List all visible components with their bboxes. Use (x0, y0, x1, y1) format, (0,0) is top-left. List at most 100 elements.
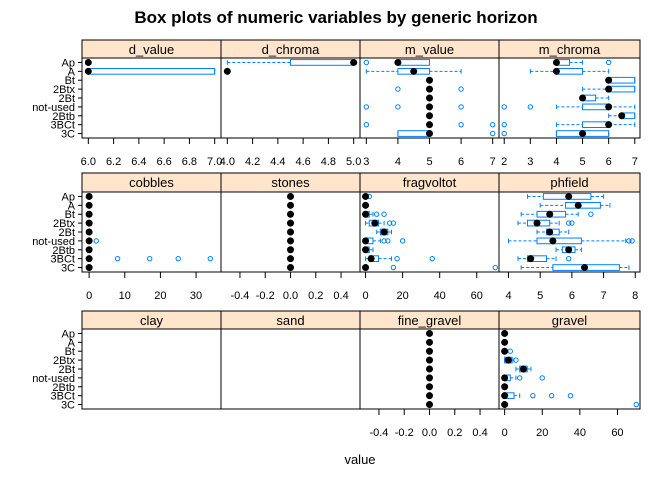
box-fragvoltot-2Bt (376, 228, 393, 236)
median-dot (605, 103, 613, 111)
y-label-A: A (68, 337, 76, 349)
tick-label: 40 (574, 427, 586, 439)
strip-label-sand: sand (276, 313, 304, 328)
y-label-A: A (68, 66, 76, 78)
y-label-3BCt: 3BCt (51, 391, 75, 403)
box-gravel-3BCt (501, 392, 574, 400)
box-gravel-3C (501, 401, 639, 409)
median-dot (501, 401, 509, 409)
outlier-point (530, 392, 536, 399)
panel-stones: stones -0.4 -0.2 0.0 0.2 0.4 (220, 172, 361, 302)
box-stones-3C (287, 264, 294, 272)
y-label-Ap: Ap (62, 191, 75, 203)
median-dot (426, 383, 433, 391)
outlier-point (527, 104, 534, 110)
tick-label: 10 (119, 290, 131, 302)
box-m_chroma-not-used (501, 103, 636, 111)
outlier-point (390, 264, 397, 271)
box-cobbles-2Btx (85, 219, 93, 227)
box-stones-not-used (287, 237, 294, 245)
outlier-point (629, 238, 635, 244)
box-phfield-Bt (520, 210, 594, 218)
median-dot (85, 192, 93, 200)
tick-label: 4 (553, 156, 559, 168)
y-label-not-used: not-used (32, 373, 75, 385)
y-label-not-used: not-used (32, 236, 75, 248)
median-dot (501, 383, 509, 391)
strip-label-phfield: phfield (550, 175, 588, 190)
median-dot (605, 76, 613, 84)
tick-label: 0 (362, 290, 368, 302)
box-phfield-Ap (527, 192, 605, 200)
box-fragvoltot-3BCt (365, 255, 435, 263)
box-cobbles-2Btb (85, 246, 93, 254)
iqr-box (290, 59, 355, 66)
panel-fragvoltot: fragvoltot 0 20 40 60 (359, 172, 500, 302)
box-m_value-3BCt (363, 121, 496, 129)
box-m_value-Bt (426, 76, 433, 84)
median-dot (223, 67, 231, 75)
box-fine_gravel-3C (426, 401, 433, 409)
strip-label-clay: clay (140, 313, 164, 328)
box-m_chroma-2Btx (582, 85, 636, 93)
tick-label: 7.0 (207, 156, 222, 168)
median-dot (85, 246, 93, 254)
tick-label: 8 (632, 290, 638, 302)
outlier-point (567, 392, 574, 399)
outlier-point (386, 220, 393, 226)
iqr-box (582, 103, 610, 111)
panel-frame-phfield (498, 191, 641, 273)
median-dot (426, 130, 433, 138)
outlier-point (489, 121, 496, 128)
box-phfield-2Btx (517, 219, 575, 227)
tick-label: 40 (434, 290, 446, 302)
outlier-point (394, 255, 400, 262)
tick-label: 20 (397, 290, 409, 302)
x-axis-m_value: 3 4 5 6 7 (363, 138, 496, 168)
iqr-box (565, 201, 601, 209)
panel-m_chroma: m_chroma 2 3 4 5 6 7 (498, 39, 641, 168)
outlier-point (588, 211, 594, 217)
tick-label: 0.0 (283, 290, 298, 302)
y-label-2Btb: 2Btb (52, 382, 75, 394)
box-fragvoltot-not-used (362, 237, 406, 245)
box-cobbles-3C (85, 264, 93, 272)
outlier-point (458, 121, 464, 128)
x-axis-m_chroma: 2 3 4 5 6 7 (501, 138, 638, 168)
box-fragvoltot-3C (362, 264, 498, 272)
median-dot (362, 246, 370, 254)
y-label-Ap: Ap (62, 328, 75, 340)
outlier-point (458, 104, 464, 110)
outlier-point (147, 255, 153, 262)
tick-label: 4.0 (220, 156, 235, 168)
median-dot (380, 228, 388, 236)
outlier-point (633, 401, 639, 408)
tick-label: 6.6 (156, 156, 171, 168)
y-label-Ap: Ap (62, 57, 75, 69)
median-dot (287, 201, 294, 209)
panel-gravel: gravel 0 20 40 60 (498, 310, 641, 439)
median-dot (287, 192, 294, 200)
box-fine_gravel-2Bt (426, 365, 433, 373)
tick-label: 6 (458, 156, 464, 168)
iqr-box (397, 130, 430, 137)
median-dot (549, 237, 557, 245)
tick-label: -0.4 (369, 427, 388, 439)
box-phfield-3C (520, 264, 630, 272)
tick-label: 6 (606, 156, 612, 168)
box-m_chroma-Ap (552, 58, 612, 66)
outlier-point (605, 59, 612, 66)
outlier-point (429, 255, 435, 262)
strip-label-fine_gravel: fine_gravel (398, 313, 462, 328)
tick-label: 7 (632, 156, 638, 168)
tick-label: 20 (536, 427, 548, 439)
outlier-point (363, 104, 370, 110)
median-dot (287, 264, 294, 272)
box-cobbles-Ap (85, 192, 93, 200)
x-axis-phfield: 4 5 6 7 8 (505, 272, 638, 302)
median-dot (394, 58, 402, 66)
box-gravel-Bt (501, 347, 513, 355)
